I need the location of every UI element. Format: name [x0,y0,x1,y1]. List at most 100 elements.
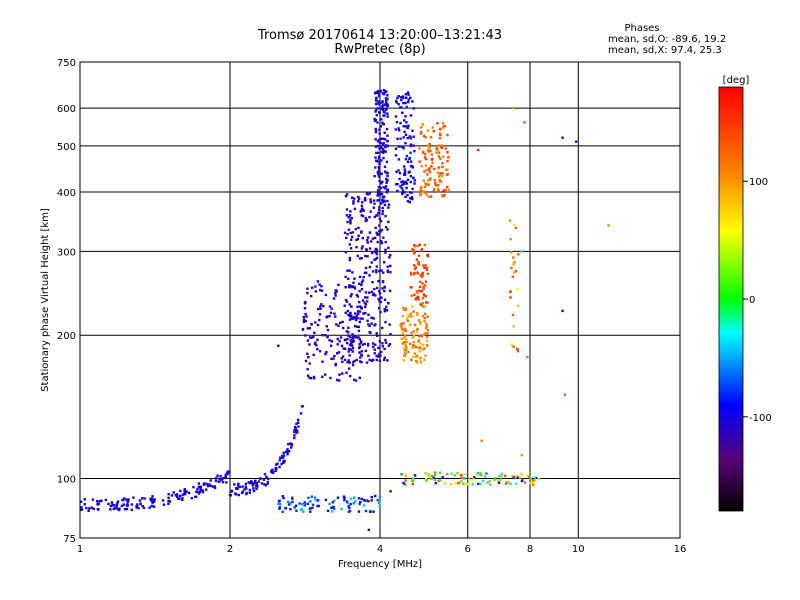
data-point [234,493,238,496]
data-point [533,479,536,482]
data-point [353,285,356,289]
data-point [181,493,185,496]
data-point [355,246,358,249]
data-point [297,425,300,428]
data-point [397,127,400,130]
data-point [416,244,420,247]
data-point [412,477,415,480]
data-point [348,318,352,321]
data-point [183,493,187,496]
data-point [137,506,140,510]
data-point [79,506,83,510]
data-point [306,327,309,330]
data-point [418,350,422,353]
data-point [151,501,154,504]
data-point [418,280,422,283]
data-point [427,183,430,186]
data-point [411,164,414,168]
data-point [516,288,519,291]
data-point [409,175,412,178]
data-point [373,119,377,123]
data-point [310,336,313,339]
data-point [436,151,440,154]
data-point [423,185,427,188]
data-point [276,462,279,465]
data-point [420,186,423,189]
data-point [343,358,347,362]
data-point [354,379,358,382]
data-point [368,247,372,250]
data-point [402,101,405,105]
data-point [199,489,202,492]
data-point [412,107,416,110]
data-point [412,135,415,138]
data-point [418,243,421,246]
data-point [351,271,354,274]
data-point [206,484,210,488]
data-point [453,474,456,477]
data-point [446,168,449,171]
data-point [168,500,172,503]
data-point [162,503,166,506]
data-point [437,188,440,191]
data-point [149,498,153,502]
data-point [328,305,332,308]
data-point [347,510,350,513]
data-point [379,311,382,314]
data-point [329,344,333,347]
data-point [360,350,364,353]
data-point [418,289,421,292]
data-point [419,188,422,192]
data-point [308,343,311,346]
data-point [319,307,322,310]
data-point [348,269,351,272]
data-point [352,502,355,505]
data-point [318,283,321,286]
data-point [410,294,413,297]
data-point [277,344,280,347]
data-point [440,180,443,183]
data-point [419,321,422,324]
data-point [375,269,378,272]
data-point [471,483,475,486]
data-point [371,251,374,255]
data-point [373,236,377,240]
data-point [381,180,384,183]
data-point [287,449,291,453]
data-point [388,343,392,346]
data-point [384,251,387,254]
data-point [310,294,313,298]
data-point [385,97,388,101]
data-point [403,119,406,122]
data-point [397,158,401,161]
data-point [348,284,351,287]
data-point [138,499,142,502]
data-point [380,159,383,162]
data-point [376,334,379,337]
data-point [468,478,471,481]
data-point [331,501,334,504]
data-point [293,434,296,437]
data-point [429,171,432,174]
data-point [351,235,354,239]
data-point [417,263,421,266]
data-point [385,191,388,194]
data-point [422,333,425,337]
data-point [444,147,448,150]
data-point [349,497,353,500]
data-point [519,474,522,477]
data-point [386,102,389,106]
data-point [421,343,425,347]
data-point [382,142,385,145]
data-point [409,114,413,117]
data-point [512,271,516,274]
data-point [386,144,389,147]
data-point [424,354,427,357]
data-point [382,150,386,153]
data-point [512,223,516,226]
data-point [399,121,402,125]
data-point [376,140,380,143]
data-point [396,189,399,193]
data-point [366,255,369,258]
data-point [435,147,438,150]
